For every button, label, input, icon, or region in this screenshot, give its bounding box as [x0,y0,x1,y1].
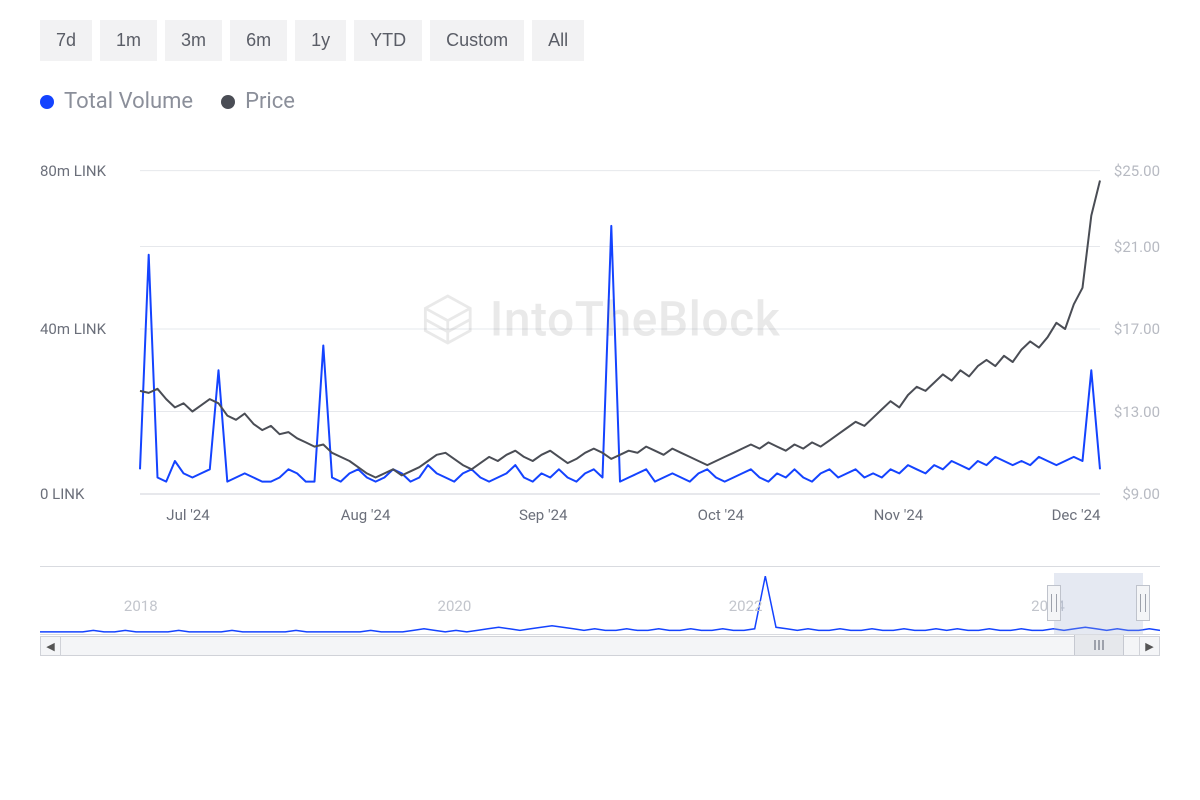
scroll-right-arrow[interactable]: ▶ [1139,637,1159,655]
navigator-handle-right[interactable] [1136,585,1150,621]
x-tick: Dec '24 [1052,506,1101,524]
range-btn-custom[interactable]: Custom [430,20,524,61]
legend-item-price[interactable]: Price [221,89,295,114]
x-tick: Sep '24 [519,506,568,524]
x-tick: Jul '24 [166,506,209,524]
legend-item-total-volume[interactable]: Total Volume [40,89,193,114]
range-btn-ytd[interactable]: YTD [354,20,422,61]
scroll-left-arrow[interactable]: ◀ [41,637,61,655]
scroll-grip[interactable] [1074,635,1124,655]
range-btn-6m[interactable]: 6m [230,20,287,61]
x-tick: Aug '24 [341,506,391,524]
chart-canvas [40,164,1160,534]
navigator-scrollbar: ◀ ▶ [40,636,1160,656]
range-btn-1y[interactable]: 1y [295,20,346,61]
range-btn-all[interactable]: All [532,20,584,61]
time-range-selector: 7d1m3m6m1yYTDCustomAll [40,20,1160,61]
navigator: 2018202020222024 ◀ ▶ [40,566,1160,656]
legend-label: Total Volume [64,89,193,114]
legend-label: Price [245,89,295,114]
range-btn-3m[interactable]: 3m [165,20,222,61]
legend-dot-icon [221,95,235,109]
legend-dot-icon [40,95,54,109]
range-btn-7d[interactable]: 7d [40,20,92,61]
nav-year-label: 2020 [438,597,472,615]
x-tick: Oct '24 [698,506,744,524]
nav-year-label: 2018 [124,597,158,615]
range-btn-1m[interactable]: 1m [100,20,157,61]
x-tick: Nov '24 [874,506,924,524]
navigator-mini-chart [40,573,1160,635]
nav-year-label: 2022 [729,597,763,615]
chart-legend: Total Volume Price [40,89,1160,114]
navigator-handle-left[interactable] [1047,585,1061,621]
navigator-selection[interactable] [1054,573,1144,634]
main-chart: 0 LINK40m LINK80m LINK $9.00$13.00$17.00… [40,164,1160,534]
